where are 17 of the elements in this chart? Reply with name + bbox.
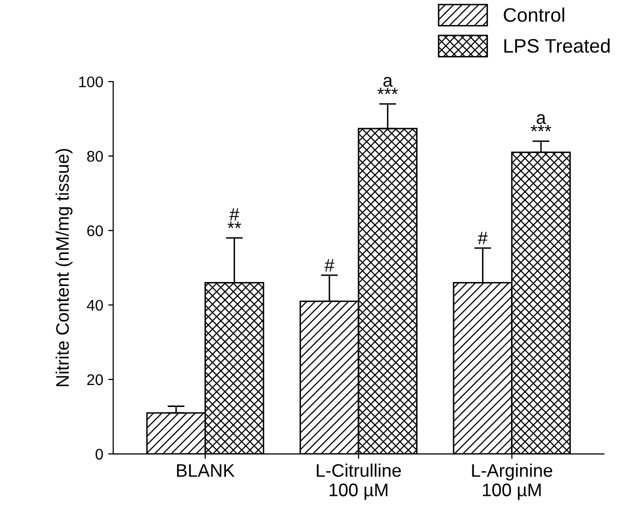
y-tick-label: 0 [96,448,103,460]
annotation: # [478,232,488,244]
x-tick-label: L-Arginine 100 µM [472,464,552,500]
legend-label: Control [504,8,564,22]
x-tick-label: BLANK [177,464,235,477]
annotation: # ** [228,208,242,228]
legend-label: LPS Treated [504,38,610,53]
y-axis-title: Nitrite Content (nM/mg tissue) [56,148,72,386]
annotation: a *** [530,114,552,132]
y-tick-label: 60 [87,225,103,236]
annotation: # [324,259,334,272]
y-tick-label: 100 [79,76,103,88]
x-tick-label: L-Citrulline 100 µM [316,464,401,500]
y-tick-label: 20 [87,374,103,386]
y-tick-label: 80 [87,150,103,162]
annotation: a *** [377,76,398,94]
y-tick-label: 40 [86,300,103,311]
